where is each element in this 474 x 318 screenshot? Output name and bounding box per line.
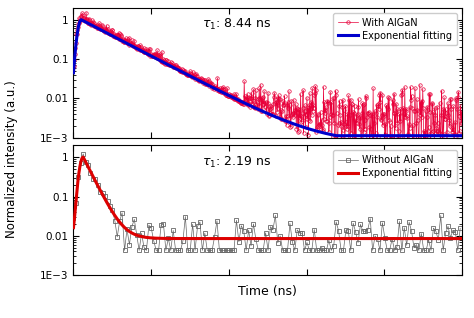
Exponential fitting [406, 237, 411, 240]
With AlGaN [71, 66, 76, 69]
Exponential fitting [366, 237, 372, 240]
Exponential fitting [95, 26, 100, 30]
Exponential fitting [334, 134, 339, 138]
X-axis label: Time (ns): Time (ns) [238, 286, 297, 299]
Text: $\tau_1$: 8.44 ns: $\tau_1$: 8.44 ns [202, 17, 271, 32]
Exponential fitting [319, 130, 324, 134]
Without AlGaN [392, 248, 397, 252]
Without AlGaN [81, 152, 86, 156]
Exponential fitting [95, 184, 100, 188]
Exponential fitting [459, 237, 465, 240]
Exponential fitting [406, 134, 412, 138]
With AlGaN [297, 113, 302, 117]
Exponential fitting [319, 237, 324, 240]
Text: Normalized intensity (a.u.): Normalized intensity (a.u.) [5, 80, 18, 238]
With AlGaN [342, 146, 348, 149]
Exponential fitting [71, 71, 76, 75]
Legend: With AlGaN, Exponential fitting: With AlGaN, Exponential fitting [333, 13, 457, 45]
Exponential fitting [297, 124, 302, 128]
Without AlGaN [443, 231, 448, 235]
With AlGaN [95, 24, 100, 28]
Line: Without AlGaN: Without AlGaN [72, 152, 462, 252]
With AlGaN [319, 118, 324, 122]
Without AlGaN [290, 240, 295, 244]
With AlGaN [83, 11, 89, 15]
Text: $\tau_1$: 2.19 ns: $\tau_1$: 2.19 ns [202, 155, 271, 169]
Without AlGaN [122, 248, 128, 252]
Without AlGaN [185, 248, 191, 252]
Exponential fitting [78, 18, 84, 22]
With AlGaN [366, 125, 372, 129]
Exponential fitting [459, 134, 465, 138]
Line: Exponential fitting: Exponential fitting [73, 20, 462, 136]
Exponential fitting [366, 134, 372, 138]
Exponential fitting [307, 237, 313, 240]
With AlGaN [406, 146, 412, 149]
Exponential fitting [81, 155, 86, 159]
Exponential fitting [307, 127, 313, 131]
Exponential fitting [71, 226, 76, 230]
Without AlGaN [457, 226, 463, 230]
With AlGaN [459, 121, 465, 125]
Exponential fitting [435, 237, 440, 240]
Without AlGaN [71, 216, 76, 220]
Line: With AlGaN: With AlGaN [72, 11, 464, 149]
With AlGaN [307, 92, 313, 95]
Without AlGaN [326, 238, 332, 242]
Legend: Without AlGaN, Exponential fitting: Without AlGaN, Exponential fitting [333, 150, 457, 183]
Line: Exponential fitting: Exponential fitting [73, 157, 462, 238]
Without AlGaN [153, 248, 159, 252]
Exponential fitting [297, 237, 302, 240]
